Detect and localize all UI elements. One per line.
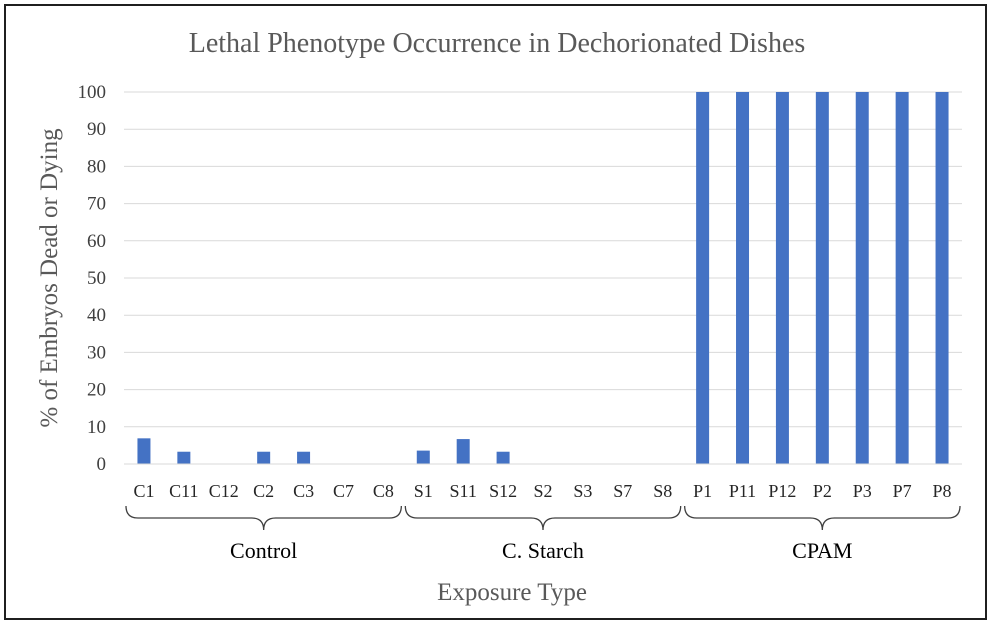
- x-axis-title: Exposure Type: [437, 579, 587, 606]
- bar-p7: [895, 92, 909, 464]
- category-label: C8: [373, 481, 394, 501]
- category-label: P3: [853, 481, 872, 501]
- category-label: C7: [333, 481, 354, 501]
- y-tick-label: 30: [87, 342, 106, 363]
- y-tick-label: 80: [87, 156, 106, 177]
- bar-s12: [496, 451, 510, 464]
- category-label: S2: [533, 481, 552, 501]
- category-label: C11: [169, 481, 198, 501]
- bar-c3: [297, 451, 311, 464]
- category-label: S3: [573, 481, 592, 501]
- group-braces: [125, 505, 961, 531]
- category-label: S11: [450, 481, 477, 501]
- category-label: P8: [933, 481, 952, 501]
- group-brace: [125, 505, 402, 531]
- bar-c1: [137, 438, 151, 464]
- category-label: P7: [893, 481, 912, 501]
- category-label: P1: [693, 481, 712, 501]
- y-tick-label: 40: [87, 305, 106, 326]
- bar-c2: [257, 451, 271, 464]
- bar-p12: [775, 92, 789, 464]
- bar-p1: [696, 92, 710, 464]
- bar-p2: [815, 92, 829, 464]
- y-tick-label: 60: [87, 231, 106, 252]
- category-label: S8: [653, 481, 672, 501]
- category-labels: C1 C11 C12 C2 C3 C7 C8 S1 S11 S12 S2 S3 S7 S8 P1 P11 P12…: [133, 481, 951, 501]
- group-brace: [684, 505, 961, 531]
- group-label: Control: [230, 538, 297, 563]
- category-label: S12: [489, 481, 517, 501]
- bar-p3: [855, 92, 869, 464]
- group-label: CPAM: [792, 538, 852, 563]
- category-label: C12: [209, 481, 239, 501]
- bar-s11: [456, 439, 470, 464]
- y-axis-ticks: 0 10 20 30 40 50 60 70 80 90 100: [78, 82, 107, 475]
- category-label: S1: [414, 481, 433, 501]
- bar-p8: [935, 92, 949, 464]
- y-axis-title: % of Embryos Dead or Dying: [36, 128, 63, 428]
- y-tick-label: 20: [87, 380, 106, 401]
- category-label: P2: [813, 481, 832, 501]
- bar-c11: [177, 451, 191, 464]
- category-label: P12: [768, 481, 796, 501]
- y-tick-label: 70: [87, 194, 106, 215]
- group-labels: Control C. Starch CPAM: [230, 538, 852, 563]
- category-label: P11: [729, 481, 756, 501]
- category-label: C3: [293, 481, 314, 501]
- category-label: C1: [133, 481, 154, 501]
- bars: [137, 92, 949, 464]
- chart-title: Lethal Phenotype Occurrence in Dechorion…: [189, 28, 806, 59]
- y-tick-label: 100: [78, 82, 107, 103]
- gridlines: [124, 91, 962, 428]
- y-tick-label: 50: [87, 268, 106, 289]
- y-tick-label: 0: [97, 454, 107, 475]
- group-brace: [404, 505, 682, 531]
- bar-p11: [736, 92, 750, 464]
- y-tick-label: 90: [87, 119, 106, 140]
- group-label: C. Starch: [502, 538, 584, 563]
- bar-s1: [416, 450, 430, 464]
- y-tick-label: 10: [87, 417, 106, 438]
- category-label: C2: [253, 481, 274, 501]
- category-label: S7: [613, 481, 632, 501]
